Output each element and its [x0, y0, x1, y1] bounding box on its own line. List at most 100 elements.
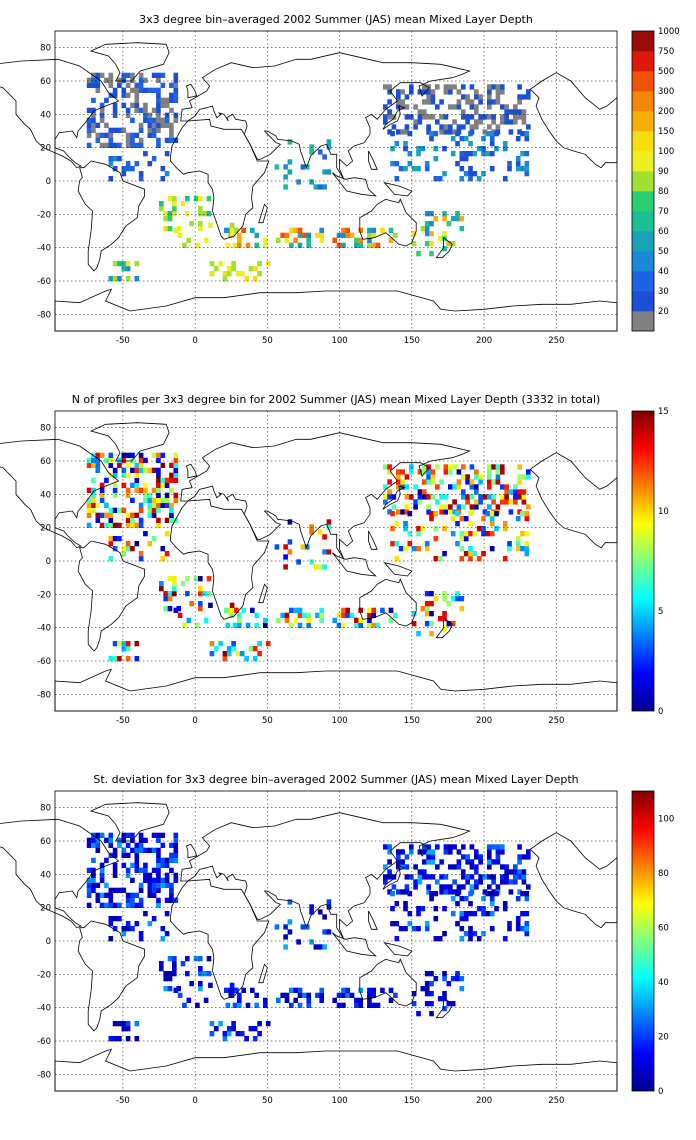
data-bin	[517, 859, 522, 865]
data-bin	[138, 522, 144, 528]
data-bin	[481, 931, 486, 937]
coastline-greenland	[89, 422, 170, 462]
data-bin	[143, 911, 148, 917]
data-bin	[108, 161, 114, 167]
data-bin	[117, 1036, 122, 1042]
data-bin	[435, 844, 440, 850]
data-bin	[398, 166, 404, 172]
colorbar-tick-label: 60	[658, 923, 669, 933]
data-bin	[306, 237, 312, 243]
data-bin	[326, 139, 332, 145]
data-bin	[237, 1002, 242, 1008]
data-bin	[520, 131, 525, 137]
data-bin	[422, 849, 427, 855]
data-bin	[95, 462, 101, 468]
data-bin	[280, 992, 286, 998]
data-bin	[442, 626, 447, 632]
data-bin	[390, 891, 395, 897]
data-bin	[138, 467, 144, 473]
data-bin	[487, 479, 492, 485]
data-bin	[500, 104, 505, 110]
data-bin	[198, 981, 203, 987]
data-bin	[504, 869, 509, 875]
data-bin	[130, 546, 135, 552]
data-bin	[383, 879, 388, 885]
x-tick-label: 200	[476, 1096, 492, 1106]
data-bin	[426, 479, 431, 485]
data-bin	[326, 929, 332, 935]
data-bin	[156, 832, 161, 838]
data-bin	[95, 82, 101, 88]
data-bin	[86, 502, 92, 508]
x-tick-label: 50	[262, 716, 273, 726]
data-bin	[147, 872, 153, 878]
data-bin	[319, 997, 325, 1003]
data-bin	[336, 242, 342, 248]
data-bin	[125, 921, 131, 927]
data-bin	[108, 541, 114, 547]
data-bin	[474, 504, 479, 510]
data-bin	[394, 541, 400, 547]
coastline-north-america-east	[529, 72, 618, 169]
data-bin	[426, 859, 431, 865]
data-bin	[413, 864, 418, 870]
data-bin	[455, 921, 460, 927]
data-bins	[86, 832, 531, 1042]
data-bin	[134, 862, 140, 868]
data-bin	[515, 546, 521, 552]
coastline-antarctica	[54, 288, 618, 332]
data-bin	[411, 1001, 417, 1007]
data-bin	[495, 469, 501, 475]
data-bin	[426, 124, 431, 130]
data-bin	[265, 1021, 271, 1027]
colorbar-tick-label: 300	[658, 87, 674, 97]
data-bin	[121, 472, 127, 478]
data-bin	[429, 621, 434, 627]
data-bin	[138, 507, 144, 513]
colorbar-swatch	[632, 51, 654, 72]
data-bin	[424, 241, 430, 247]
data-bin	[459, 166, 465, 172]
data-bin	[407, 531, 413, 537]
data-bin	[452, 509, 457, 515]
data-bin	[293, 227, 299, 233]
data-bin	[167, 226, 173, 232]
data-bin	[143, 77, 148, 83]
data-bin	[222, 271, 228, 277]
data-bin	[398, 546, 404, 552]
data-bin	[117, 142, 122, 148]
data-bin	[450, 621, 456, 627]
data-bin	[306, 622, 312, 628]
data-bin	[478, 874, 483, 880]
data-bin	[433, 146, 439, 152]
data-bin	[156, 77, 161, 83]
data-bin	[508, 509, 514, 515]
data-bin	[117, 916, 122, 922]
data-bin	[91, 117, 96, 123]
data-bin	[276, 617, 281, 623]
data-bin	[513, 114, 518, 120]
data-bin	[104, 502, 109, 508]
data-bin	[108, 892, 114, 898]
data-bin	[317, 909, 323, 915]
data-bin	[164, 137, 170, 143]
data-bin	[99, 112, 105, 118]
data-bin	[456, 504, 462, 510]
data-bin	[487, 84, 492, 90]
data-bin	[156, 887, 161, 893]
data-bin	[393, 612, 398, 618]
data-bin	[143, 87, 148, 93]
data-bin	[411, 611, 417, 617]
data-bin	[420, 606, 426, 612]
data-bin	[469, 874, 475, 880]
data-bin	[500, 864, 505, 870]
coastline-north-america-east	[529, 832, 618, 929]
data-bin	[520, 531, 525, 537]
data-bin	[459, 516, 465, 522]
data-bin	[164, 877, 170, 883]
data-bin	[332, 237, 338, 243]
data-bin	[229, 612, 235, 618]
y-tick-label: -60	[37, 657, 51, 667]
data-bin	[173, 897, 179, 903]
